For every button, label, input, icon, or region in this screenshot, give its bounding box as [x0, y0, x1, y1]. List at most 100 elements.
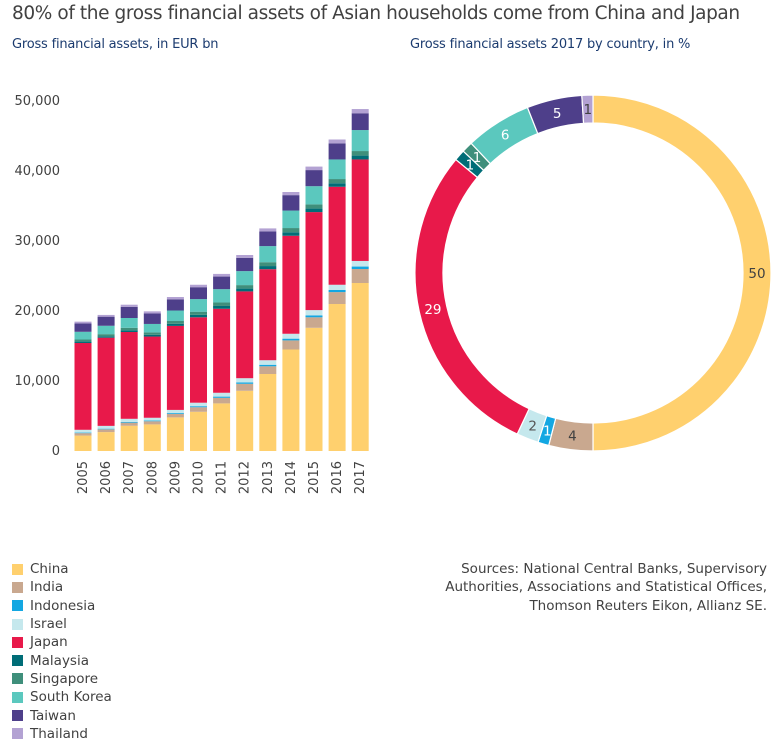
- bar-segment: [166, 310, 184, 322]
- bar-segment: [259, 262, 277, 267]
- bar-segment: [328, 292, 346, 304]
- bar-segment: [190, 406, 207, 408]
- bar-segment: [190, 314, 207, 318]
- bar-segment: [351, 283, 369, 451]
- legend-item: Thailand: [12, 725, 112, 743]
- x-tick-label: 2011: [215, 461, 230, 494]
- bar-segment: [97, 432, 115, 451]
- bar-segment: [305, 166, 323, 171]
- x-tick-label: 2012: [238, 461, 253, 494]
- slice-label: 5: [553, 106, 562, 122]
- bar-segment: [97, 316, 115, 326]
- bar-segment: [213, 305, 231, 309]
- bar-segment: [74, 321, 92, 324]
- bar-segment: [213, 276, 231, 290]
- bar-segment: [213, 273, 231, 277]
- bar-segment: [236, 390, 254, 451]
- slice-label: 6: [501, 128, 510, 144]
- slice-label: 1: [584, 102, 593, 118]
- bar-segment: [143, 323, 161, 333]
- bar-segment: [259, 269, 277, 361]
- bar-segment: [143, 336, 161, 418]
- bar-segment: [166, 413, 184, 414]
- bar-segment: [282, 235, 300, 334]
- bar-segment: [259, 364, 277, 367]
- legend-label: South Korea: [30, 689, 112, 706]
- bar-segment: [328, 304, 346, 451]
- bar-segment: [351, 260, 369, 267]
- donut-chart-subtitle: Gross financial assets 2017 by country, …: [410, 37, 691, 52]
- bar-segment: [351, 155, 369, 160]
- bar-segment: [305, 310, 323, 316]
- bar-segment: [305, 208, 323, 213]
- slice-label: 50: [748, 266, 765, 282]
- bar-segment: [166, 297, 184, 300]
- bar-segment: [166, 299, 184, 311]
- bar-segment: [74, 323, 92, 332]
- x-tick-label: 2010: [192, 461, 207, 494]
- legend-item: Israel: [12, 615, 112, 633]
- bar-segment: [190, 299, 207, 312]
- x-tick-label: 2009: [168, 461, 183, 494]
- bar-segment: [74, 331, 92, 340]
- bar-segment: [328, 183, 346, 187]
- slice-label: 4: [568, 429, 577, 445]
- bar-segment: [74, 432, 92, 434]
- bar-segment: [143, 311, 161, 314]
- bar-segment: [305, 186, 323, 205]
- bar-segment: [282, 232, 300, 236]
- bar-segment: [97, 314, 115, 317]
- legend-swatch: [12, 600, 23, 612]
- bar-segment: [259, 366, 277, 374]
- bar-segment: [97, 325, 115, 335]
- bar-segment: [236, 285, 254, 289]
- legend-swatch: [12, 563, 23, 575]
- y-tick-label: 40,000: [15, 164, 61, 179]
- bar-segment: [259, 246, 277, 263]
- legend-label: Malaysia: [30, 652, 89, 669]
- legend-label: Singapore: [30, 670, 99, 687]
- bar-segment: [351, 269, 369, 283]
- y-tick-label: 10,000: [15, 374, 61, 389]
- bar-segment: [120, 418, 138, 422]
- source-note: Sources: National Central Banks, Supervi…: [445, 561, 767, 614]
- legend-swatch: [12, 728, 23, 740]
- bar-segment: [120, 425, 138, 451]
- bar-segment: [328, 186, 346, 285]
- bar-segment: [166, 413, 184, 418]
- bar-segment: [120, 318, 138, 328]
- bar-segment: [305, 212, 323, 311]
- bar-segment: [259, 228, 277, 232]
- bar-segment: [328, 290, 346, 293]
- bar-segment: [213, 302, 231, 306]
- x-tick-label: 2017: [353, 461, 368, 494]
- stacked-bar-chart: 0 10,000 20,000 30,000 40,000 50,000 2005 2006 2…: [15, 94, 369, 494]
- bar-segment: [190, 311, 207, 315]
- y-tick-label: 20,000: [15, 304, 61, 319]
- bar-segment: [351, 113, 369, 131]
- bar-segment: [282, 340, 300, 350]
- legend-label: China: [30, 561, 69, 578]
- bar-segment: [143, 421, 161, 425]
- y-tick-label: 50,000: [15, 94, 61, 109]
- bar-segment: [166, 417, 184, 451]
- bar-segment: [305, 315, 323, 318]
- bar-segment: [305, 327, 323, 451]
- bar-segment: [236, 255, 254, 258]
- bar-segment: [305, 170, 323, 187]
- bar-segment: [328, 179, 346, 184]
- bar-segment: [74, 433, 92, 436]
- bar-segment: [236, 288, 254, 292]
- y-tick-label: 0: [52, 444, 60, 459]
- slice-label: 1: [543, 423, 552, 439]
- legend-label: Israel: [30, 616, 67, 633]
- legend-item: Taiwan: [12, 706, 112, 724]
- bar-segment: [351, 109, 369, 114]
- bar-segment: [328, 143, 346, 160]
- bar-segment: [166, 409, 184, 414]
- legend-item: China: [12, 560, 112, 578]
- legend-label: Indonesia: [30, 597, 96, 614]
- bar-segment: [74, 341, 92, 343]
- donut-slice: [414, 158, 530, 435]
